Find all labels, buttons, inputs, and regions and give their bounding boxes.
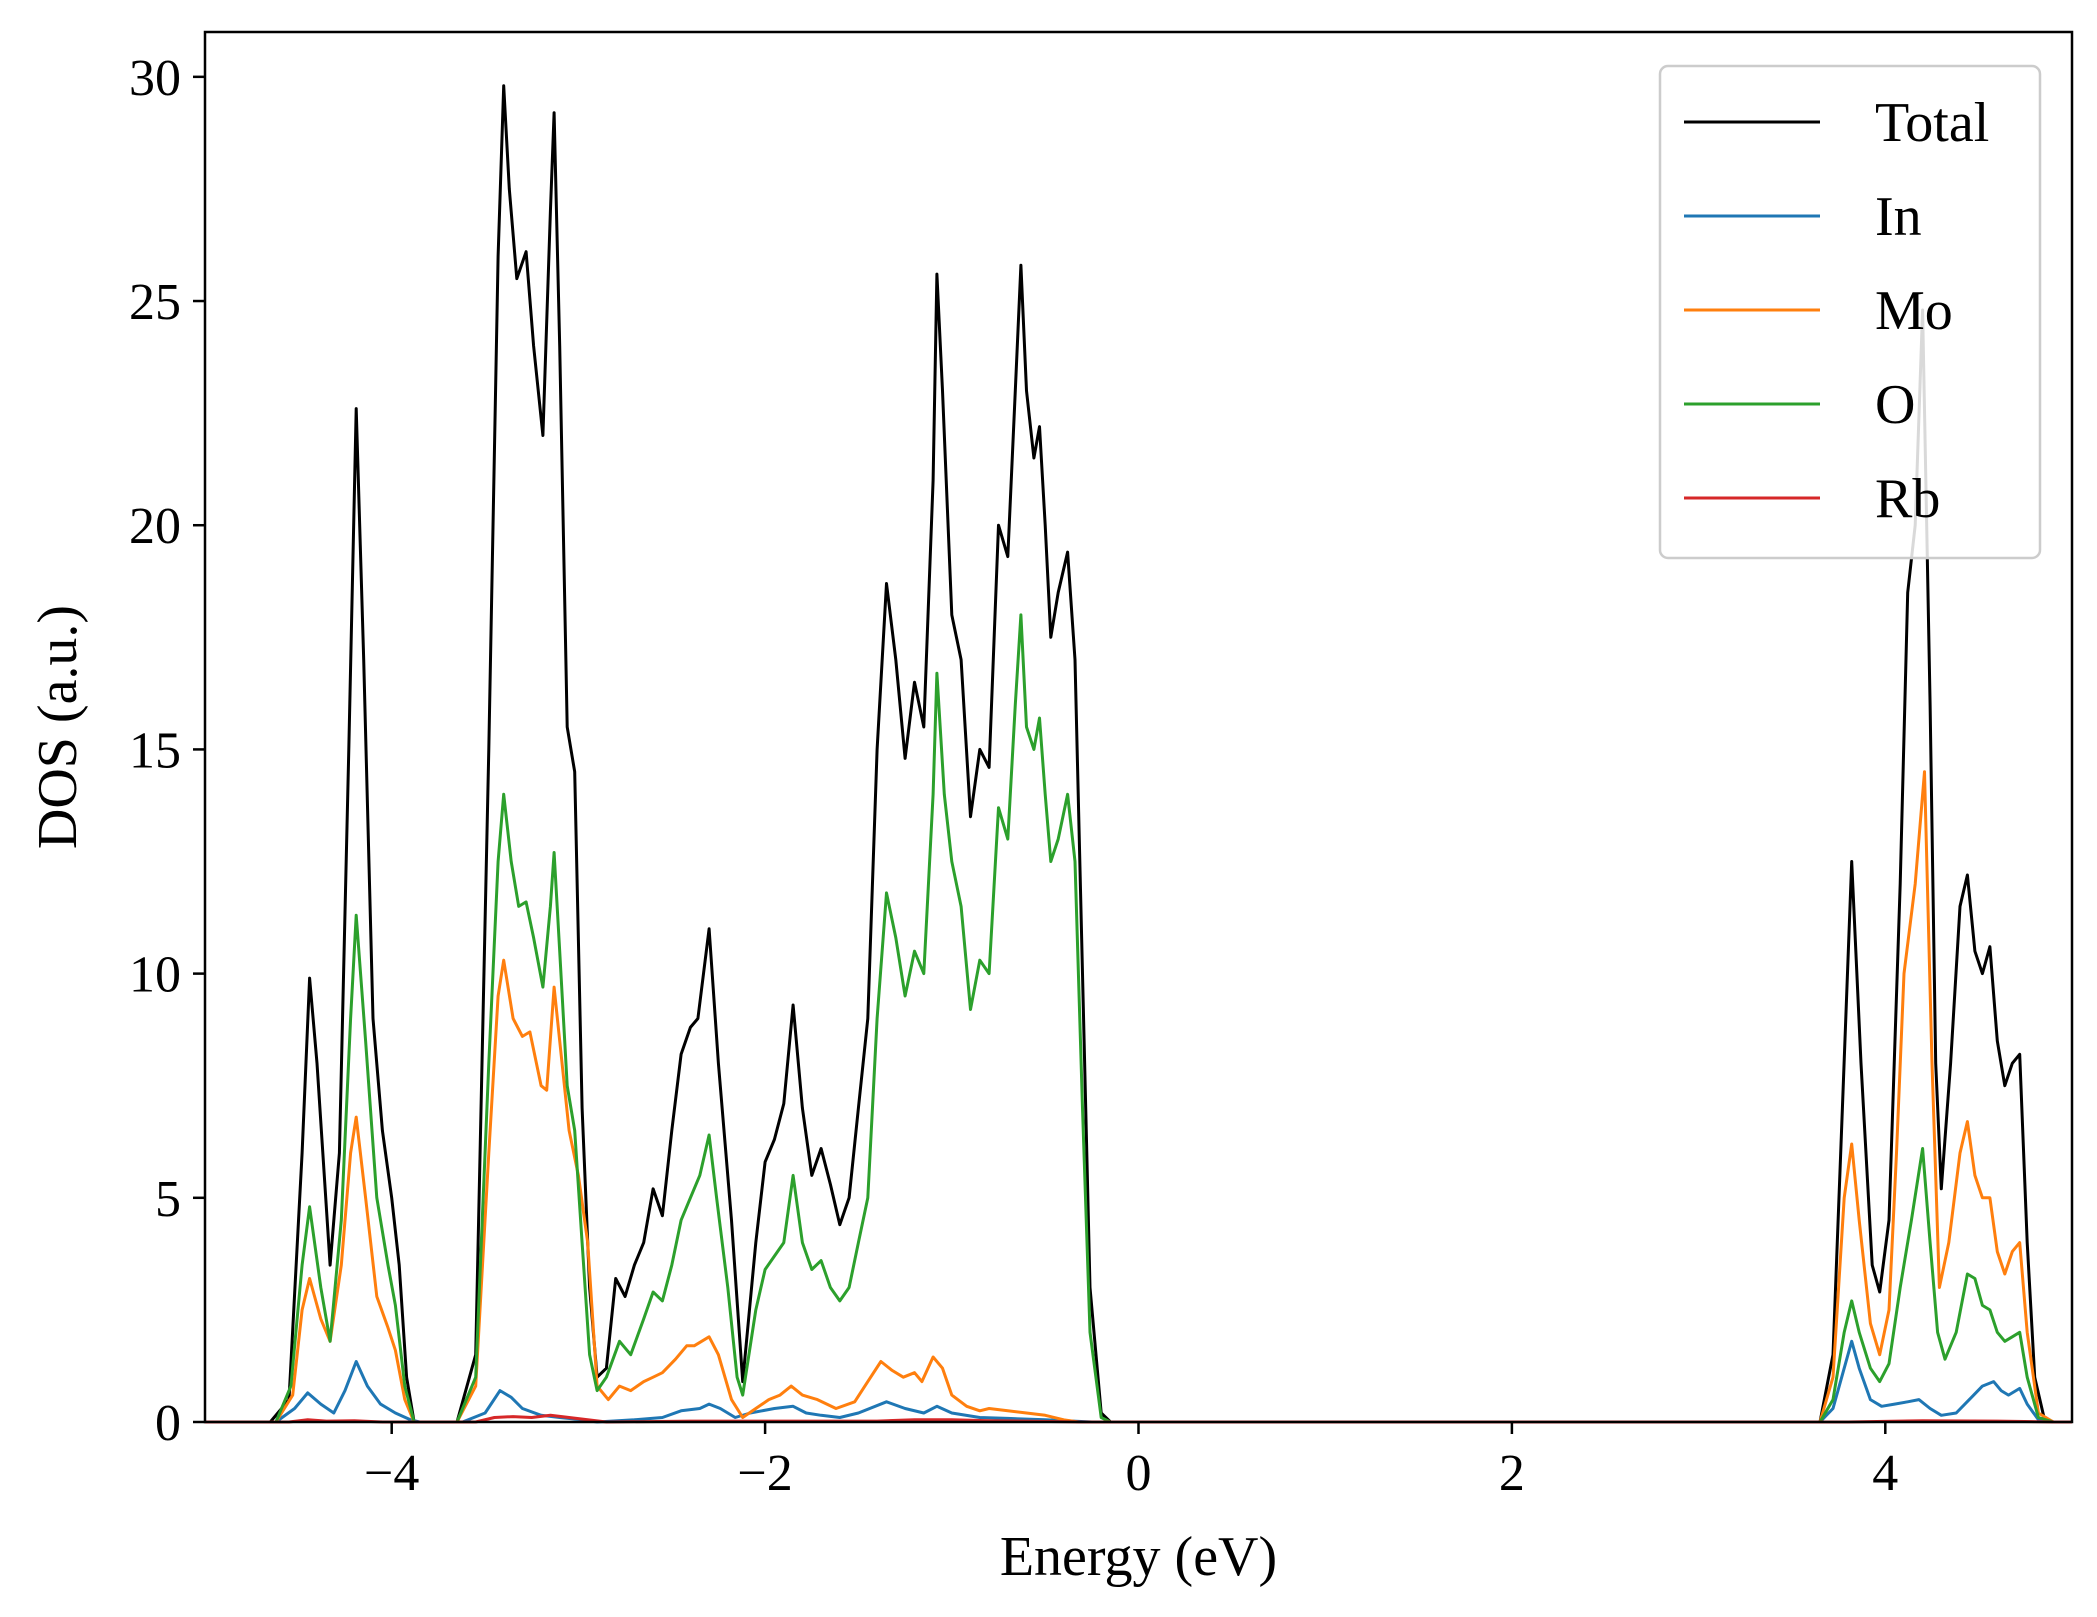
y-axis-ticks: 0 5 10 15 20 25 30 [129, 50, 205, 1452]
y-tick-label: 5 [155, 1171, 181, 1228]
x-tick-label: 4 [1872, 1445, 1898, 1502]
y-axis-label: DOS (a.u.) [27, 605, 89, 849]
legend-label-o: O [1875, 374, 1915, 436]
x-axis-ticks: −4 −2 0 2 4 [364, 1422, 1898, 1502]
y-tick-label: 25 [129, 274, 181, 331]
legend: Total In Mo O Rb [1658, 64, 2042, 560]
legend-box [1658, 64, 2042, 560]
legend-label-mo: Mo [1875, 280, 1953, 342]
legend-label-rb: Rb [1875, 468, 1940, 530]
x-tick-label: 0 [1126, 1445, 1152, 1502]
x-tick-label: −4 [364, 1445, 419, 1502]
series-line-o [205, 613, 2072, 1424]
series-line-total [205, 84, 2072, 1424]
y-tick-label: 10 [129, 947, 181, 1004]
legend-label-total: Total [1875, 92, 1989, 154]
x-tick-label: 2 [1499, 1445, 1525, 1502]
y-tick-label: 0 [155, 1395, 181, 1452]
x-axis-label: Energy (eV) [1000, 1526, 1277, 1588]
y-tick-label: 20 [129, 498, 181, 555]
legend-label-in: In [1875, 186, 1922, 248]
y-tick-label: 30 [129, 50, 181, 107]
series-layer [205, 84, 2072, 1424]
y-tick-label: 15 [129, 722, 181, 779]
x-tick-label: −2 [737, 1445, 792, 1502]
